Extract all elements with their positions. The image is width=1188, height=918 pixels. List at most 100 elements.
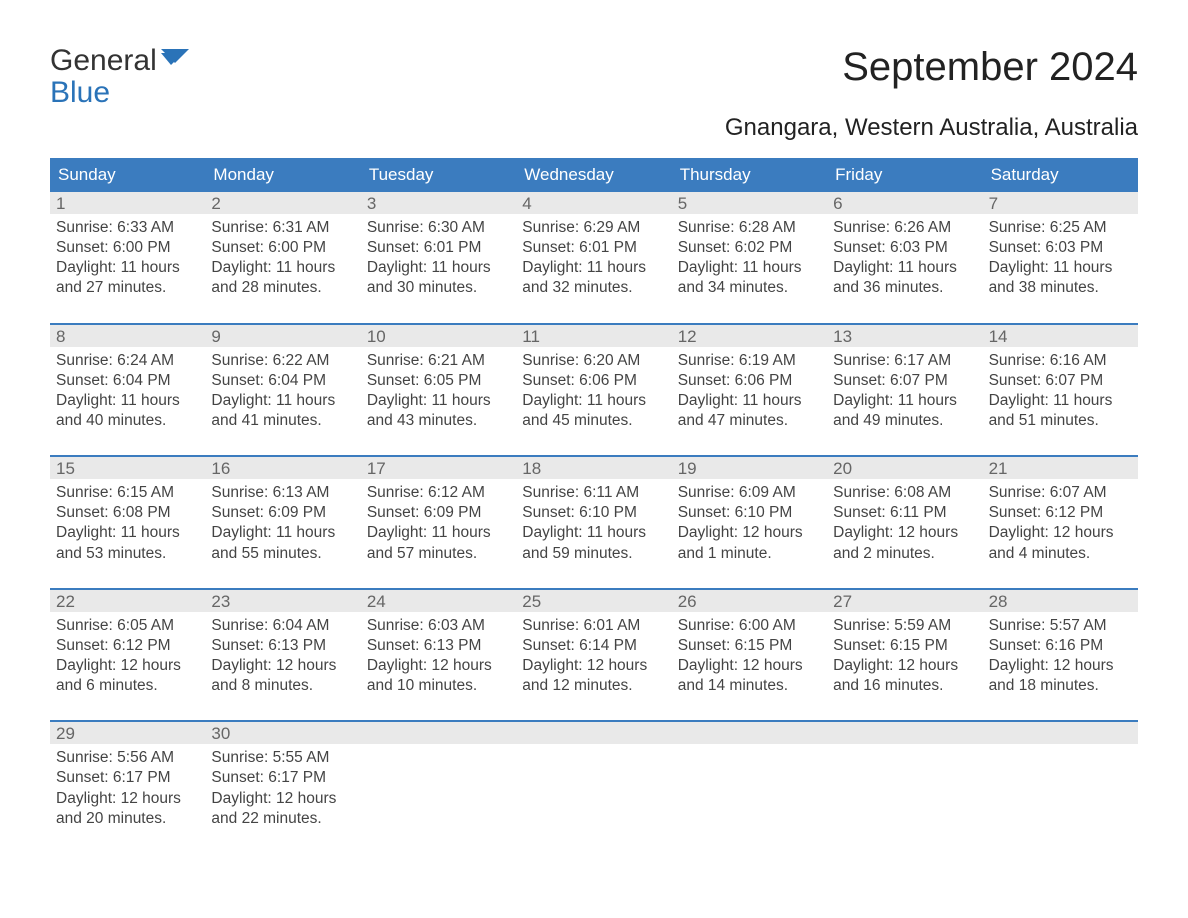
day-body: Sunrise: 6:22 AMSunset: 6:04 PMDaylight:… xyxy=(205,347,360,438)
day-number: 23 xyxy=(205,590,360,612)
daylight-line: Daylight: 11 hours and 57 minutes. xyxy=(367,523,510,563)
sunrise-line: Sunrise: 6:20 AM xyxy=(522,351,665,371)
weekday-monday: Monday xyxy=(205,158,360,192)
sunset-line: Sunset: 6:10 PM xyxy=(678,503,821,523)
calendar-day: 18 Sunrise: 6:11 AMSunset: 6:10 PMDayligh… xyxy=(516,457,671,570)
sunrise-line: Sunrise: 5:57 AM xyxy=(989,616,1132,636)
location-subtitle: Gnangara, Western Australia, Australia xyxy=(50,114,1138,142)
daylight-line: Daylight: 12 hours and 4 minutes. xyxy=(989,523,1132,563)
daylight-line: Daylight: 11 hours and 41 minutes. xyxy=(211,391,354,431)
week-row: 8Sunrise: 6:24 AMSunset: 6:04 PMDaylight… xyxy=(50,323,1138,438)
calendar-day: 4Sunrise: 6:29 AMSunset: 6:01 PMDaylight… xyxy=(516,192,671,305)
calendar-day: 20Sunrise: 6:08 AMSunset: 6:11 PMDayligh… xyxy=(827,457,982,570)
daylight-line: Daylight: 11 hours and 49 minutes. xyxy=(833,391,976,431)
calendar-day xyxy=(361,722,516,835)
day-number: 5 xyxy=(672,192,827,214)
sunset-line: Sunset: 6:06 PM xyxy=(522,371,665,391)
sunrise-line: Sunrise: 6:12 AM xyxy=(367,483,510,503)
calendar-day: 21Sunrise: 6:07 AMSunset: 6:12 PMDayligh… xyxy=(983,457,1138,570)
day-body: Sunrise: 6:30 AMSunset: 6:01 PMDaylight:… xyxy=(361,214,516,305)
daylight-line: Daylight: 11 hours and 38 minutes. xyxy=(989,258,1132,298)
calendar-day: 8Sunrise: 6:24 AMSunset: 6:04 PMDaylight… xyxy=(50,325,205,438)
sunset-line: Sunset: 6:08 PM xyxy=(56,503,199,523)
week-row: 29Sunrise: 5:56 AMSunset: 6:17 PMDayligh… xyxy=(50,720,1138,835)
sunset-line: Sunset: 6:15 PM xyxy=(678,636,821,656)
sunrise-line: Sunrise: 6:25 AM xyxy=(989,218,1132,238)
calendar-day: 23Sunrise: 6:04 AMSunset: 6:13 PMDayligh… xyxy=(205,590,360,703)
sunset-line: Sunset: 6:14 PM xyxy=(522,636,665,656)
calendar: SundayMondayTuesdayWednesdayThursdayFrid… xyxy=(50,158,1138,835)
calendar-day: 9Sunrise: 6:22 AMSunset: 6:04 PMDaylight… xyxy=(205,325,360,438)
daylight-line: Daylight: 11 hours and 27 minutes. xyxy=(56,258,199,298)
day-body: Sunrise: 6:12 AMSunset: 6:09 PMDaylight:… xyxy=(361,479,516,570)
day-number: 21 xyxy=(983,457,1138,479)
daylight-line: Daylight: 11 hours and 34 minutes. xyxy=(678,258,821,298)
day-number: 25 xyxy=(516,590,671,612)
day-number: 8 xyxy=(50,325,205,347)
day-body: Sunrise: 5:55 AMSunset: 6:17 PMDaylight:… xyxy=(205,744,360,835)
daylight-line: Daylight: 12 hours and 10 minutes. xyxy=(367,656,510,696)
sunset-line: Sunset: 6:04 PM xyxy=(56,371,199,391)
sunset-line: Sunset: 6:09 PM xyxy=(211,503,354,523)
weekday-thursday: Thursday xyxy=(672,158,827,192)
daylight-line: Daylight: 11 hours and 53 minutes. xyxy=(56,523,199,563)
calendar-day: 1Sunrise: 6:33 AMSunset: 6:00 PMDaylight… xyxy=(50,192,205,305)
day-body: Sunrise: 6:05 AMSunset: 6:12 PMDaylight:… xyxy=(50,612,205,703)
calendar-day: 5Sunrise: 6:28 AMSunset: 6:02 PMDaylight… xyxy=(672,192,827,305)
sunrise-line: Sunrise: 6:13 AM xyxy=(211,483,354,503)
calendar-day: 16Sunrise: 6:13 AMSunset: 6:09 PMDayligh… xyxy=(205,457,360,570)
day-body: Sunrise: 6:19 AMSunset: 6:06 PMDaylight:… xyxy=(672,347,827,438)
day-number: 18 xyxy=(516,457,671,479)
sunrise-line: Sunrise: 6:30 AM xyxy=(367,218,510,238)
day-number: 20 xyxy=(827,457,982,479)
calendar-day: 6Sunrise: 6:26 AMSunset: 6:03 PMDaylight… xyxy=(827,192,982,305)
day-number: 15 xyxy=(50,457,205,479)
weekday-saturday: Saturday xyxy=(983,158,1138,192)
sunrise-line: Sunrise: 6:17 AM xyxy=(833,351,976,371)
daylight-line: Daylight: 11 hours and 47 minutes. xyxy=(678,391,821,431)
day-number: 9 xyxy=(205,325,360,347)
daylight-line: Daylight: 12 hours and 12 minutes. xyxy=(522,656,665,696)
sunrise-line: Sunrise: 6:07 AM xyxy=(989,483,1132,503)
weekday-header: SundayMondayTuesdayWednesdayThursdayFrid… xyxy=(50,158,1138,192)
daylight-line: Daylight: 12 hours and 22 minutes. xyxy=(211,789,354,829)
sunset-line: Sunset: 6:07 PM xyxy=(989,371,1132,391)
week-row: 22Sunrise: 6:05 AMSunset: 6:12 PMDayligh… xyxy=(50,588,1138,703)
daylight-line: Daylight: 12 hours and 2 minutes. xyxy=(833,523,976,563)
calendar-day: 24Sunrise: 6:03 AMSunset: 6:13 PMDayligh… xyxy=(361,590,516,703)
logo-text-general: General xyxy=(50,44,157,77)
calendar-day: 3Sunrise: 6:30 AMSunset: 6:01 PMDaylight… xyxy=(361,192,516,305)
daylight-line: Daylight: 11 hours and 40 minutes. xyxy=(56,391,199,431)
sunrise-line: Sunrise: 6:21 AM xyxy=(367,351,510,371)
day-number: 12 xyxy=(672,325,827,347)
day-body: Sunrise: 6:01 AMSunset: 6:14 PMDaylight:… xyxy=(516,612,671,703)
calendar-day: 27Sunrise: 5:59 AMSunset: 6:15 PMDayligh… xyxy=(827,590,982,703)
sunrise-line: Sunrise: 6:22 AM xyxy=(211,351,354,371)
logo-text-blue: Blue xyxy=(50,76,110,109)
sunset-line: Sunset: 6:13 PM xyxy=(211,636,354,656)
day-number: 28 xyxy=(983,590,1138,612)
day-body: Sunrise: 6:00 AMSunset: 6:15 PMDaylight:… xyxy=(672,612,827,703)
daylight-line: Daylight: 11 hours and 32 minutes. xyxy=(522,258,665,298)
sunrise-line: Sunrise: 6:29 AM xyxy=(522,218,665,238)
daylight-line: Daylight: 11 hours and 59 minutes. xyxy=(522,523,665,563)
day-body: Sunrise: 6:15 AMSunset: 6:08 PMDaylight:… xyxy=(50,479,205,570)
sunset-line: Sunset: 6:17 PM xyxy=(211,768,354,788)
calendar-day: 17Sunrise: 6:12 AMSunset: 6:09 PMDayligh… xyxy=(361,457,516,570)
day-body: Sunrise: 6:08 AMSunset: 6:11 PMDaylight:… xyxy=(827,479,982,570)
sunset-line: Sunset: 6:10 PM xyxy=(522,503,665,523)
sunrise-line: Sunrise: 6:11 AM xyxy=(522,483,665,503)
sunset-line: Sunset: 6:13 PM xyxy=(367,636,510,656)
day-body: Sunrise: 6:20 AMSunset: 6:06 PMDaylight:… xyxy=(516,347,671,438)
sunrise-line: Sunrise: 6:31 AM xyxy=(211,218,354,238)
daylight-line: Daylight: 12 hours and 1 minute. xyxy=(678,523,821,563)
sunset-line: Sunset: 6:06 PM xyxy=(678,371,821,391)
calendar-day: 14Sunrise: 6:16 AMSunset: 6:07 PMDayligh… xyxy=(983,325,1138,438)
sunrise-line: Sunrise: 6:03 AM xyxy=(367,616,510,636)
sunset-line: Sunset: 6:12 PM xyxy=(56,636,199,656)
sunrise-line: Sunrise: 6:04 AM xyxy=(211,616,354,636)
calendar-day: 7Sunrise: 6:25 AMSunset: 6:03 PMDaylight… xyxy=(983,192,1138,305)
daylight-line: Daylight: 12 hours and 18 minutes. xyxy=(989,656,1132,696)
day-body: Sunrise: 6:29 AMSunset: 6:01 PMDaylight:… xyxy=(516,214,671,305)
day-body: Sunrise: 6:07 AMSunset: 6:12 PMDaylight:… xyxy=(983,479,1138,570)
